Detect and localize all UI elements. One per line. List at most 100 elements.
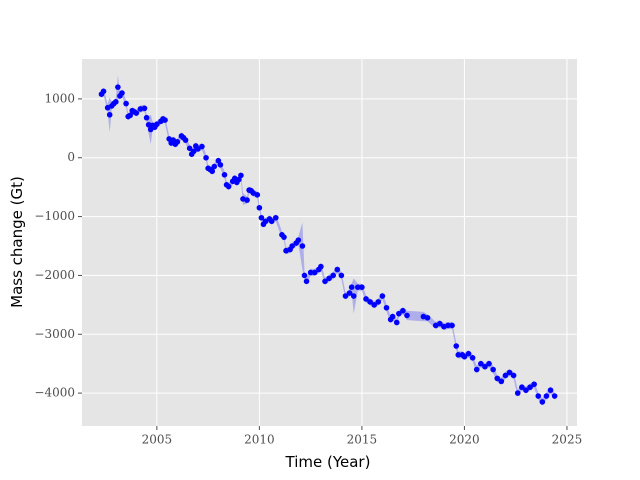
- data-point: [256, 204, 263, 211]
- x-tick-label: 2010: [244, 433, 275, 447]
- data-point: [182, 137, 189, 143]
- grid: [82, 59, 577, 426]
- data-point: [119, 90, 125, 96]
- data-point: [455, 352, 462, 358]
- data-point: [326, 275, 332, 282]
- y-axis-label: Mass change (Gt): [8, 176, 26, 308]
- data-point: [527, 384, 533, 391]
- data-point: [127, 112, 133, 119]
- data-point: [211, 163, 218, 170]
- data-point: [338, 272, 345, 279]
- data-point: [519, 384, 525, 391]
- x-axis-label: Time (Year): [285, 453, 371, 471]
- ticks: −4000 −3000 −2000 −1000 0 1000 2005 2010 2015 202…: [34, 91, 582, 446]
- data-point: [473, 366, 480, 373]
- data-point: [523, 387, 529, 393]
- data-point: [113, 99, 119, 105]
- data-point: [350, 293, 357, 299]
- data-point: [186, 145, 193, 152]
- data-point: [502, 372, 509, 379]
- data-point: [133, 110, 140, 116]
- data-point: [203, 154, 209, 161]
- data-point: [195, 146, 201, 152]
- data-point: [465, 350, 472, 357]
- data-point: [334, 266, 341, 273]
- data-point: [141, 105, 148, 112]
- data-point: [437, 320, 443, 327]
- data-point: [400, 307, 406, 314]
- data-point: [330, 272, 336, 279]
- y-tick-label: 0: [67, 150, 75, 164]
- data-point: [307, 269, 314, 276]
- data-point: [348, 284, 355, 290]
- data-point: [531, 381, 537, 388]
- data-point: [510, 372, 517, 379]
- data-point: [123, 100, 129, 107]
- x-tick-label: 2005: [142, 433, 173, 447]
- data-point: [478, 360, 484, 367]
- y-tick-label: −4000: [34, 386, 75, 400]
- data-point: [100, 88, 107, 95]
- data-point: [551, 393, 558, 399]
- data-point: [424, 314, 431, 321]
- data-point: [346, 290, 353, 296]
- data-point: [115, 84, 121, 90]
- y-tick-label: −1000: [34, 209, 75, 223]
- data-point: [539, 399, 546, 405]
- data-point: [482, 363, 488, 370]
- data-point: [303, 278, 310, 285]
- data-point: [145, 121, 152, 128]
- data-point: [371, 302, 378, 308]
- data-point: [262, 218, 269, 225]
- data-point: [190, 148, 197, 155]
- data-point: [199, 143, 205, 150]
- data-point: [375, 299, 382, 305]
- data-point: [543, 393, 550, 399]
- data-point: [383, 304, 390, 311]
- data-point: [244, 197, 250, 203]
- data-point: [449, 322, 455, 329]
- x-tick-label: 2025: [552, 433, 583, 447]
- data-point: [342, 293, 349, 299]
- data-point: [404, 312, 410, 319]
- data-point: [498, 378, 505, 385]
- data-point: [272, 214, 279, 221]
- data-point: [143, 114, 150, 121]
- data-point: [289, 243, 295, 249]
- data-point: [221, 172, 228, 178]
- data-point: [379, 293, 386, 299]
- x-tick-label: 2015: [347, 433, 378, 447]
- data-point: [490, 366, 496, 373]
- data-point: [238, 172, 244, 179]
- marks: [98, 75, 558, 406]
- x-tick-label: 2020: [449, 433, 480, 447]
- data-point: [469, 355, 476, 361]
- data-point: [311, 269, 318, 276]
- data-point: [225, 183, 232, 190]
- data-point: [453, 343, 460, 349]
- data-point: [318, 263, 324, 270]
- data-point: [154, 121, 160, 127]
- data-point: [393, 319, 400, 326]
- data-point: [217, 161, 224, 168]
- data-point: [359, 284, 365, 290]
- data-point: [506, 369, 513, 376]
- data-point: [174, 139, 181, 145]
- data-point: [299, 243, 306, 249]
- data-point: [268, 218, 275, 225]
- data-point: [389, 313, 396, 320]
- data-point: [514, 390, 521, 396]
- data-point: [137, 106, 144, 112]
- data-point: [363, 296, 369, 302]
- data-point: [106, 111, 113, 118]
- data-point: [547, 387, 554, 393]
- data-point: [162, 117, 168, 123]
- data-point: [301, 272, 308, 279]
- data-point: [354, 284, 361, 290]
- data-point: [396, 310, 402, 317]
- data-point: [254, 192, 261, 198]
- data-point: [209, 168, 216, 175]
- data-point: [461, 353, 468, 360]
